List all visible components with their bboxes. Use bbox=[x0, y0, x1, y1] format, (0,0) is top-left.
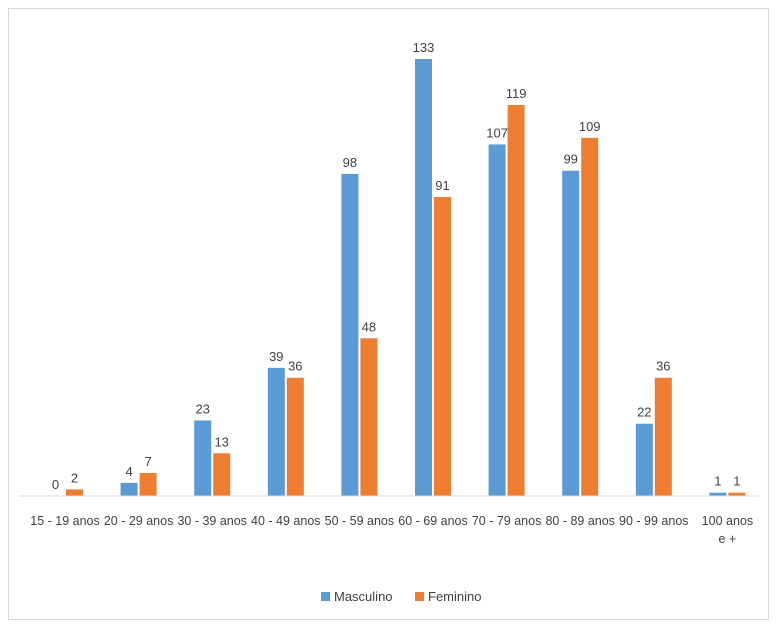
bar-masculino-1 bbox=[120, 482, 138, 496]
x-tick-label-4: 50 - 59 anos bbox=[325, 514, 395, 528]
data-label-masculino-2: 23 bbox=[195, 401, 209, 416]
data-label-feminino-1: 7 bbox=[144, 454, 151, 469]
bar-feminino-1 bbox=[139, 473, 157, 496]
data-label-masculino-9: 1 bbox=[714, 474, 721, 489]
x-tick-label-9-line-1: e + bbox=[719, 532, 737, 546]
data-label-feminino-4: 48 bbox=[362, 319, 376, 334]
data-label-masculino-7: 99 bbox=[563, 152, 577, 167]
x-tick-label-5: 60 - 69 anos bbox=[398, 514, 468, 528]
bar-feminino-3 bbox=[286, 377, 304, 496]
bar-feminino-7 bbox=[581, 137, 599, 496]
data-label-masculino-0: 0 bbox=[52, 477, 59, 492]
data-label-feminino-5: 91 bbox=[435, 178, 449, 193]
data-label-feminino-2: 13 bbox=[214, 434, 228, 449]
data-label-feminino-7: 109 bbox=[579, 119, 601, 134]
bar-feminino-6 bbox=[507, 105, 525, 496]
data-label-masculino-5: 133 bbox=[413, 40, 435, 55]
legend-swatch-feminino bbox=[415, 592, 424, 601]
bar-masculino-4 bbox=[341, 174, 359, 496]
bar-masculino-7 bbox=[562, 170, 580, 496]
data-label-feminino-8: 36 bbox=[656, 359, 670, 374]
x-tick-label-8: 90 - 99 anos bbox=[619, 514, 689, 528]
x-tick-label-7: 80 - 89 anos bbox=[545, 514, 615, 528]
bar-feminino-9 bbox=[728, 492, 746, 496]
legend-swatch-masculino bbox=[321, 592, 330, 601]
data-label-feminino-6: 119 bbox=[506, 86, 527, 101]
bar-masculino-6 bbox=[488, 144, 506, 496]
bars-group bbox=[66, 59, 746, 496]
x-tick-label-9-line-0: 100 anos bbox=[702, 514, 753, 528]
data-label-feminino-3: 36 bbox=[288, 359, 302, 374]
bar-feminino-4 bbox=[360, 338, 378, 496]
data-label-feminino-9: 1 bbox=[733, 474, 740, 489]
x-tick-label-1: 20 - 29 anos bbox=[104, 514, 174, 528]
data-label-feminino-0: 2 bbox=[71, 470, 78, 485]
bar-feminino-5 bbox=[434, 197, 451, 496]
bar-feminino-0 bbox=[66, 489, 83, 496]
data-label-masculino-8: 22 bbox=[637, 405, 651, 420]
bar-masculino-8 bbox=[635, 423, 653, 496]
bar-masculino-2 bbox=[194, 420, 212, 496]
value-labels-group: 0 2 47 23 13 39 36 98 48 133 91 107 119 99 109 22 36 1 1 bbox=[52, 40, 741, 492]
chart-frame: 0 2 4 7 23 13 39 36 98 48 133 91 107 119 99 109 22 36 1 1 1… bbox=[8, 8, 769, 620]
bar-masculino-5 bbox=[415, 59, 432, 496]
data-label-masculino-6: 107 bbox=[486, 125, 508, 140]
bar-feminino-2 bbox=[213, 453, 231, 496]
bar-chart: 0 2 47 23 13 39 36 98 48 133 91 107 119 99 109 22 36 1 1 1… bbox=[19, 40, 759, 604]
x-tick-label-0: 15 - 19 anos bbox=[30, 514, 100, 528]
legend: Masculino Feminino bbox=[321, 589, 481, 604]
data-label-masculino-3: 39 bbox=[269, 349, 283, 364]
x-tick-label-6: 70 - 79 anos bbox=[472, 514, 542, 528]
legend-label-masculino: Masculino bbox=[334, 589, 393, 604]
bar-masculino-9 bbox=[709, 492, 727, 496]
data-label-masculino-1: 4 bbox=[125, 464, 132, 479]
category-labels-group: 15 - 19 anos 20 - 29 anos 30 - 39 anos 40 -… bbox=[30, 514, 753, 546]
x-tick-label-3: 40 - 49 anos bbox=[251, 514, 321, 528]
x-tick-label-2: 30 - 39 anos bbox=[177, 514, 247, 528]
bar-feminino-8 bbox=[654, 377, 672, 496]
bar-masculino-3 bbox=[267, 367, 285, 496]
data-label-masculino-4: 98 bbox=[343, 155, 357, 170]
legend-label-feminino: Feminino bbox=[428, 589, 481, 604]
